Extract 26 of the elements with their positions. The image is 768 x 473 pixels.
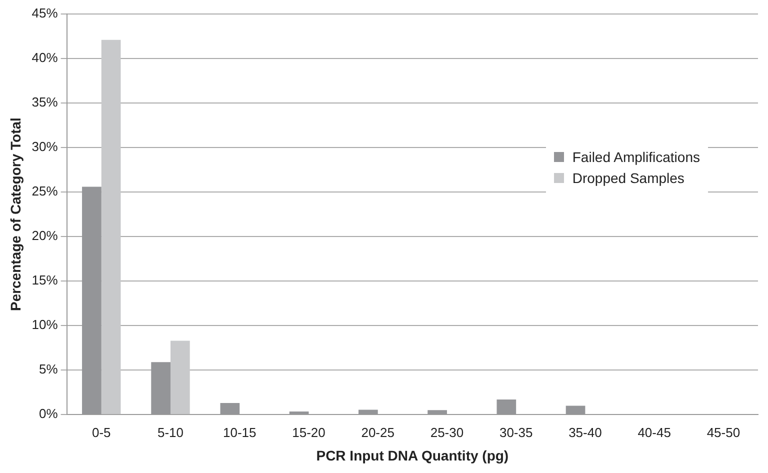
x-tick-label: 20-25 (361, 424, 394, 440)
y-tick-label: 30% (32, 139, 58, 154)
x-tick-label: 15-20 (292, 424, 326, 440)
y-tick-label: 45% (32, 6, 58, 21)
bar (101, 40, 121, 414)
x-tick-label: 25-30 (430, 424, 464, 440)
bar (170, 340, 190, 414)
y-tick-label: 5% (39, 362, 58, 377)
y-tick-label: 40% (32, 50, 58, 66)
x-tick-label: 40-45 (638, 424, 671, 440)
x-tick-label: 30-35 (499, 424, 533, 440)
x-tick-label: 0-5 (92, 424, 111, 440)
x-tick-label: 10-15 (222, 424, 256, 440)
x-axis-title: PCR Input DNA Quantity (pg) (316, 447, 509, 464)
x-tick-label: 5-10 (157, 424, 184, 440)
y-tick-label: 25% (32, 184, 58, 199)
y-tick-label: 0% (39, 406, 58, 422)
legend-label: Failed Amplifications (572, 149, 700, 165)
legend-label: Dropped Samples (572, 170, 684, 186)
y-tick-label: 20% (32, 228, 58, 244)
x-tick-label: 45-50 (706, 424, 740, 440)
x-tick-label: 35-40 (568, 424, 602, 440)
y-tick-label: 10% (32, 317, 58, 332)
y-axis-title: Percentage of Category Total (7, 118, 24, 312)
y-tick-label: 15% (32, 272, 58, 288)
y-tick-label: 35% (32, 94, 58, 110)
